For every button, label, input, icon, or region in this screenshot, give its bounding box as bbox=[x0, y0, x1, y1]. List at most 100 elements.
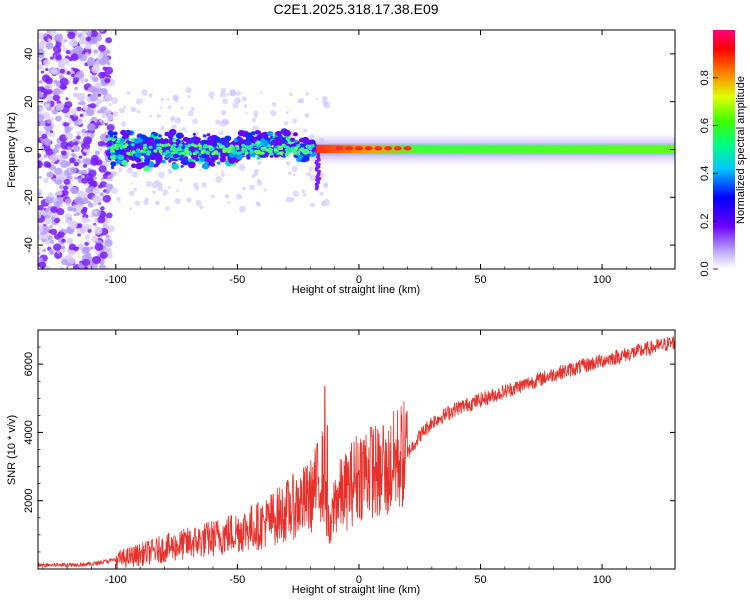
signal-core-dot bbox=[156, 143, 161, 147]
noise-blob bbox=[77, 223, 83, 229]
x-tick-label: -50 bbox=[229, 574, 245, 586]
noise-blob bbox=[47, 129, 56, 138]
signal-blob bbox=[294, 139, 298, 143]
noise-blob bbox=[76, 106, 82, 112]
signal-blob bbox=[206, 133, 211, 137]
speckle bbox=[285, 196, 292, 203]
signal-core-dot bbox=[265, 148, 270, 152]
noise-blob bbox=[82, 104, 89, 111]
noise-blob bbox=[93, 224, 97, 228]
speckle bbox=[167, 105, 172, 110]
signal-blob bbox=[290, 137, 296, 142]
noise-blob bbox=[76, 131, 82, 136]
snr-series-line bbox=[38, 336, 675, 569]
noise-blob bbox=[61, 44, 65, 48]
signal-blob bbox=[269, 154, 274, 158]
speckle bbox=[199, 205, 204, 210]
signal-blob bbox=[150, 156, 155, 160]
noise-blob bbox=[76, 226, 86, 235]
spectrogram-x-label: Height of straight line (km) bbox=[292, 284, 420, 296]
signal-blob bbox=[117, 154, 125, 161]
noise-blob bbox=[44, 195, 54, 204]
speckle bbox=[305, 92, 309, 96]
noise-blob bbox=[45, 239, 51, 245]
noise-blob bbox=[86, 239, 91, 243]
signal-blob bbox=[111, 138, 116, 142]
speckle bbox=[116, 196, 121, 202]
noise-blob bbox=[81, 258, 91, 267]
signal-blob bbox=[140, 134, 146, 139]
noise-blob bbox=[50, 206, 58, 214]
noise-blob bbox=[59, 159, 69, 168]
speckle bbox=[141, 89, 148, 96]
noise-blob bbox=[63, 185, 69, 191]
snr-panel: -100 -50 0 50 100 2000 4000 6000 Height of str… bbox=[6, 329, 676, 596]
speckle bbox=[320, 200, 327, 207]
spectrogram-y-label: Frequency (Hz) bbox=[6, 112, 18, 188]
speckle bbox=[308, 166, 314, 172]
speckle bbox=[185, 86, 192, 94]
noise-blob bbox=[76, 92, 86, 101]
snr-y-label: SNR (10 * v/v) bbox=[6, 415, 18, 485]
signal-blob bbox=[245, 132, 253, 139]
hot-spot bbox=[364, 146, 373, 151]
noise-blob bbox=[62, 58, 70, 65]
noise-blob bbox=[38, 212, 42, 219]
hot-spot bbox=[393, 146, 402, 151]
signal-core-dot bbox=[119, 143, 124, 147]
noise-blob bbox=[102, 194, 112, 203]
noise-blob bbox=[58, 74, 63, 79]
noise-blob bbox=[69, 207, 73, 211]
signal-blob bbox=[244, 139, 252, 146]
noise-blob bbox=[80, 208, 87, 215]
speckle bbox=[256, 180, 263, 186]
speckle bbox=[141, 98, 144, 101]
noise-blob bbox=[79, 113, 84, 118]
colorbar-tick-label: 0.8 bbox=[699, 70, 711, 85]
noise-blob bbox=[50, 68, 58, 75]
signal-blob bbox=[243, 133, 248, 137]
spectrogram-panel: -100 -50 0 50 100 -40 -20 0 20 40 Height of stra… bbox=[6, 29, 676, 296]
noise-blob bbox=[38, 192, 41, 196]
noise-blob bbox=[105, 37, 113, 44]
signal-blob bbox=[200, 153, 206, 159]
signal-core-dot bbox=[229, 144, 234, 148]
noise-blob bbox=[74, 176, 78, 180]
noise-blob bbox=[52, 88, 61, 96]
signal-core-dot bbox=[110, 149, 115, 153]
signal-blob bbox=[167, 134, 173, 139]
signal-core-dot bbox=[174, 150, 179, 154]
noise-blob bbox=[70, 108, 78, 115]
x-tick-label: 100 bbox=[593, 574, 611, 586]
speckle bbox=[251, 174, 256, 179]
noise-blob bbox=[98, 71, 106, 79]
speckle bbox=[166, 98, 170, 101]
noise-blob bbox=[39, 120, 46, 127]
noise-blob bbox=[73, 213, 77, 217]
noise-blob bbox=[65, 97, 69, 101]
noise-blob bbox=[84, 241, 89, 246]
noise-blob bbox=[73, 93, 77, 97]
noise-blob bbox=[68, 220, 78, 229]
speckle bbox=[236, 193, 243, 200]
snr-x-label: Height of straight line (km) bbox=[292, 584, 420, 596]
noise-blob bbox=[66, 237, 74, 245]
speckle bbox=[242, 127, 245, 131]
signal-blob bbox=[143, 165, 150, 172]
signal-blob bbox=[107, 152, 111, 156]
speckle bbox=[226, 93, 230, 96]
x-tick-label: 0 bbox=[356, 274, 362, 286]
noise-blob bbox=[65, 49, 71, 55]
signal-blob bbox=[159, 138, 164, 143]
signal-blob bbox=[143, 161, 150, 166]
noise-blob bbox=[55, 103, 64, 111]
speckle bbox=[154, 179, 160, 185]
noise-blob bbox=[38, 251, 41, 255]
signal-core-dot bbox=[202, 145, 207, 149]
signal-core-dot bbox=[162, 152, 167, 156]
noise-blob bbox=[51, 216, 56, 221]
signal-blob bbox=[233, 138, 239, 143]
speckle bbox=[292, 173, 296, 177]
signal-core-dot bbox=[155, 146, 160, 151]
signal-core-dot bbox=[122, 144, 127, 148]
